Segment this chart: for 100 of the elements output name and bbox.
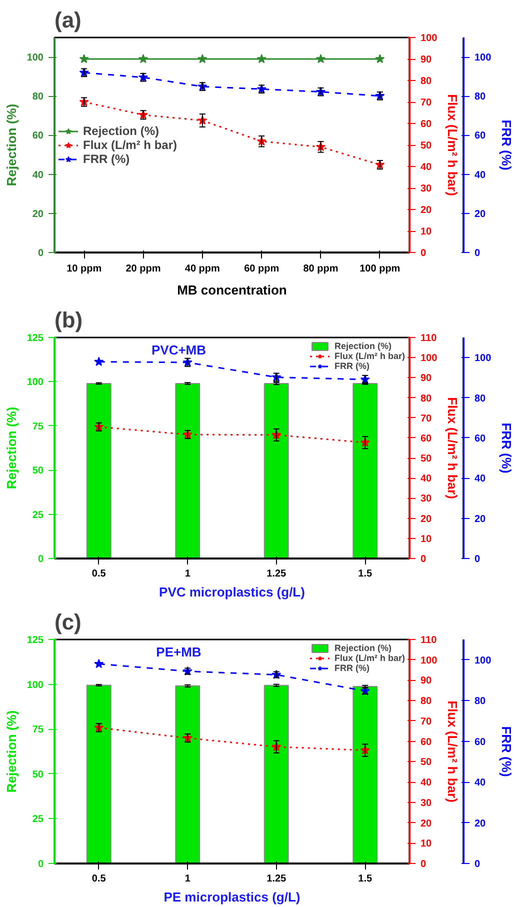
x-axis-title: PE microplastics (g/L)	[164, 890, 300, 904]
y-tick-label: 100	[26, 680, 44, 691]
y2-tick-label: 20	[420, 818, 432, 830]
y2-tick-label: 20	[420, 205, 432, 216]
legend-label: Rejection (%)	[334, 341, 392, 351]
x-tick-label: 0.5	[92, 874, 106, 884]
y2-tick-label: 0	[420, 859, 426, 870]
y2-axis-title: Flux (L/m² h bar)	[445, 94, 460, 196]
y-tick-label: 25	[32, 814, 44, 826]
chart-subtitle: PVC+MB	[151, 342, 206, 358]
y-tick-label: 100	[26, 52, 44, 64]
y-tick-label: 20	[32, 208, 44, 220]
y3-tick-label: 60	[474, 130, 486, 142]
y2-tick-label: 80	[420, 76, 432, 87]
y2-tick-label: 100	[420, 33, 438, 44]
y-tick-label: 60	[32, 130, 44, 142]
y-axis-title: Rejection (%)	[4, 104, 19, 186]
y2-tick-label: 10	[420, 226, 432, 238]
y-tick-label: 75	[32, 421, 44, 432]
x-tick-label: 100 ppm	[360, 264, 400, 274]
y2-tick-label: 40	[420, 162, 432, 173]
y-tick-label: 125	[26, 635, 44, 646]
legend-label: Flux (L/m² h bar)	[83, 138, 177, 152]
y-tick-label: 0	[38, 248, 44, 259]
y2-tick-label: 0	[420, 554, 426, 565]
x-tick-label: 1.25	[266, 874, 287, 884]
y2-tick-label: 90	[420, 676, 432, 687]
y3-tick-label: 0	[474, 859, 480, 870]
y2-tick-label: 10	[420, 534, 432, 545]
y3-tick-label: 40	[474, 474, 486, 485]
y3-tick-label: 0	[474, 554, 480, 565]
point	[94, 356, 104, 366]
x-tick-label: 1.5	[358, 874, 373, 884]
y2-tick-label: 70	[420, 716, 432, 728]
y2-tick-label: 30	[420, 798, 432, 809]
y3-tick-label: 60	[474, 433, 486, 444]
legend-label: FRR (%)	[334, 663, 370, 673]
x-tick-label: 1	[184, 568, 191, 580]
y3-axis-title: FRR (%)	[499, 726, 514, 777]
y3-tick-label: 20	[474, 514, 486, 525]
y-axis-title: Rejection (%)	[4, 406, 19, 490]
x-tick-label: 60 ppm	[244, 264, 280, 274]
x-tick-label: 40 ppm	[184, 264, 220, 274]
x-tick-label: 1.25	[266, 568, 287, 580]
x-axis-title: PVC microplastics (g/L)	[159, 584, 305, 600]
x-tick-label: 1	[184, 874, 191, 884]
y2-tick-label: 110	[420, 635, 438, 646]
y2-tick-label: 20	[420, 514, 432, 525]
y2-axis-title: Flux (L/m² h bar)	[445, 397, 460, 499]
y3-tick-label: 60	[474, 736, 486, 748]
legend-label: Rejection (%)	[334, 643, 392, 653]
y3-tick-label: 80	[474, 92, 486, 103]
y2-tick-label: 100	[420, 655, 438, 666]
y-axis-title: Rejection (%)	[4, 710, 19, 793]
y2-tick-label: 50	[420, 757, 432, 768]
y3-tick-label: 20	[474, 208, 486, 220]
y3-tick-label: 0	[474, 248, 480, 259]
chart-title: (b)	[54, 308, 83, 332]
y2-tick-label: 50	[420, 140, 432, 152]
x-tick-label: 10 ppm	[66, 264, 102, 274]
y3-tick-label: 100	[474, 52, 492, 64]
chart-subtitle: PE+MB	[156, 644, 202, 660]
x-tick-label: 0.5	[92, 568, 106, 580]
y2-tick-label: 90	[420, 54, 432, 66]
y3-axis-title: FRR (%)	[499, 120, 514, 170]
legend-label: FRR (%)	[334, 361, 370, 371]
y-tick-label: 0	[38, 554, 44, 565]
legend-label: Flux (L/m² h bar)	[334, 351, 405, 361]
y2-tick-label: 60	[420, 119, 432, 130]
y2-tick-label: 70	[420, 413, 432, 424]
legend-label: Flux (L/m² h bar)	[334, 653, 405, 663]
y3-tick-label: 80	[474, 696, 486, 708]
y-tick-label: 25	[32, 510, 44, 521]
y2-tick-label: 110	[420, 333, 438, 344]
y-tick-label: 75	[32, 724, 44, 736]
point	[94, 658, 104, 668]
chart-title: (c)	[54, 610, 82, 634]
y3-tick-label: 80	[474, 393, 486, 404]
y2-tick-label: 30	[420, 184, 432, 194]
y-tick-label: 125	[26, 333, 44, 344]
y-tick-label: 80	[32, 92, 44, 103]
y3-tick-label: 100	[474, 353, 492, 364]
y2-tick-label: 50	[420, 454, 432, 465]
y3-tick-label: 40	[474, 778, 486, 789]
y2-tick-label: 100	[420, 353, 438, 364]
y-tick-label: 40	[32, 170, 44, 181]
x-tick-label: 20 ppm	[126, 264, 161, 274]
y3-tick-label: 100	[474, 655, 492, 666]
x-axis-title: MB concentration	[177, 282, 287, 298]
chart-title: (a)	[54, 8, 82, 32]
y2-tick-label: 0	[420, 248, 426, 259]
y-tick-label: 0	[38, 859, 44, 870]
y3-axis-title: FRR (%)	[499, 422, 514, 474]
y2-axis-title: Flux (L/m² h bar)	[445, 700, 460, 802]
y2-tick-label: 80	[420, 696, 432, 708]
y3-tick-label: 20	[474, 818, 486, 830]
legend-label: Rejection (%)	[83, 124, 160, 138]
y2-tick-label: 40	[420, 474, 432, 485]
y2-tick-label: 80	[420, 393, 432, 404]
y2-tick-label: 90	[420, 373, 432, 384]
